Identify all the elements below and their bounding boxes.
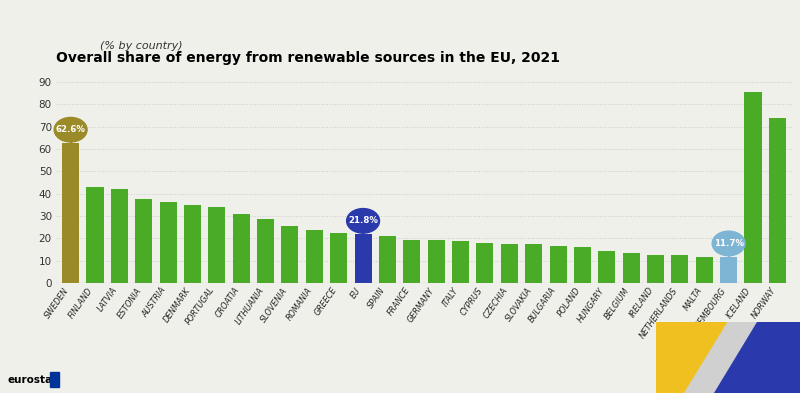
Bar — [476, 243, 494, 283]
Bar — [86, 187, 103, 283]
Bar — [769, 118, 786, 283]
Text: (% by country): (% by country) — [100, 41, 182, 51]
Text: 11.7%: 11.7% — [714, 239, 744, 248]
Bar — [233, 214, 250, 283]
Bar — [62, 143, 79, 283]
Bar — [647, 255, 664, 283]
Bar — [622, 253, 640, 283]
Bar — [720, 257, 737, 283]
Bar — [574, 248, 591, 283]
Ellipse shape — [712, 231, 745, 256]
Text: Overall share of energy from renewable sources in the EU, 2021: Overall share of energy from renewable s… — [56, 51, 560, 65]
Bar — [354, 234, 372, 283]
Bar — [257, 219, 274, 283]
Bar — [598, 251, 615, 283]
Bar — [184, 205, 201, 283]
Ellipse shape — [346, 209, 379, 233]
Bar — [111, 189, 128, 283]
Bar — [282, 226, 298, 283]
Bar — [208, 207, 226, 283]
Bar — [403, 240, 420, 283]
Polygon shape — [685, 322, 771, 393]
Bar — [550, 246, 566, 283]
Text: 21.8%: 21.8% — [348, 217, 378, 225]
Bar — [379, 235, 396, 283]
Bar — [696, 257, 713, 283]
Ellipse shape — [54, 118, 87, 142]
Bar — [671, 255, 689, 283]
Text: eurostat: eurostat — [8, 375, 58, 385]
Bar — [330, 233, 347, 283]
Bar — [159, 202, 177, 283]
Bar — [745, 92, 762, 283]
Polygon shape — [714, 322, 800, 393]
Text: 62.6%: 62.6% — [56, 125, 86, 134]
Bar — [428, 240, 445, 283]
Polygon shape — [656, 322, 728, 393]
Bar — [501, 244, 518, 283]
Bar — [135, 199, 152, 283]
Bar — [306, 230, 323, 283]
Bar — [525, 244, 542, 283]
Bar — [452, 241, 469, 283]
